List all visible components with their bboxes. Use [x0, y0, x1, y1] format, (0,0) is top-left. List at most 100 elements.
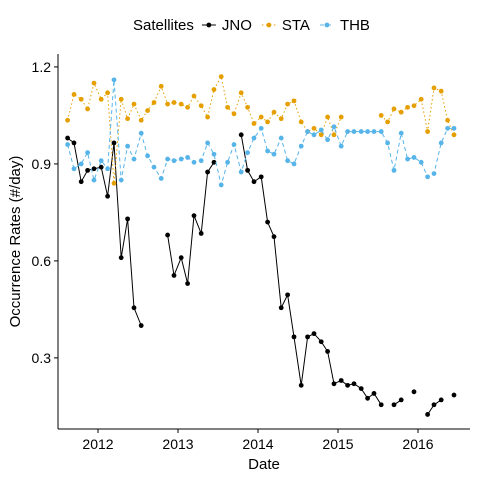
data-point	[131, 305, 137, 311]
data-point	[351, 381, 357, 387]
data-point	[411, 103, 417, 109]
data-point	[358, 129, 364, 134]
data-point	[378, 402, 384, 408]
data-point	[398, 109, 404, 115]
data-point	[211, 87, 217, 92]
data-point	[451, 132, 457, 138]
data-point	[71, 140, 77, 146]
data-point	[245, 150, 251, 155]
data-point	[418, 96, 424, 102]
data-point	[78, 161, 84, 167]
data-point	[158, 176, 164, 181]
data-point	[311, 331, 317, 337]
data-point	[111, 180, 117, 186]
data-point	[318, 339, 324, 345]
data-point	[391, 402, 397, 408]
data-point	[371, 391, 377, 396]
data-point	[438, 88, 444, 94]
data-point	[185, 104, 191, 110]
data-point	[265, 148, 270, 154]
x-tick-label: 2014	[242, 436, 273, 452]
data-point	[325, 137, 330, 143]
data-point	[178, 156, 184, 162]
data-point	[325, 114, 330, 120]
data-point	[291, 334, 297, 340]
data-point	[258, 114, 264, 120]
data-point	[85, 150, 90, 155]
data-point	[85, 167, 90, 173]
data-point	[171, 273, 177, 278]
data-point	[265, 119, 270, 125]
data-point	[285, 101, 290, 107]
data-point	[231, 111, 237, 117]
data-point	[371, 129, 377, 134]
data-point	[105, 193, 110, 199]
data-point	[438, 397, 444, 403]
data-point	[258, 125, 264, 131]
data-point	[298, 119, 304, 125]
data-point	[198, 103, 204, 109]
data-point	[365, 395, 370, 401]
data-point	[278, 305, 284, 311]
data-point	[385, 119, 390, 125]
data-point	[331, 124, 337, 130]
series-line	[427, 399, 442, 415]
series-jno	[65, 132, 457, 417]
data-point	[271, 151, 277, 157]
data-point	[198, 158, 204, 164]
data-point	[158, 83, 164, 89]
data-point	[378, 113, 384, 118]
data-point	[125, 116, 130, 122]
data-point	[91, 177, 97, 183]
legend-key-point	[324, 22, 330, 28]
data-point	[258, 174, 264, 180]
data-point	[218, 182, 224, 188]
data-point	[191, 159, 197, 165]
data-point	[238, 132, 244, 138]
data-point	[411, 155, 417, 160]
data-point	[118, 96, 124, 102]
data-point	[145, 108, 151, 113]
data-point	[338, 114, 344, 120]
data-point	[118, 255, 124, 261]
data-point	[318, 127, 324, 133]
data-point	[311, 132, 317, 138]
y-tick-label: 1.2	[32, 59, 52, 75]
data-point	[85, 106, 90, 112]
legend-label-jno: JNO	[222, 17, 252, 34]
data-point	[171, 100, 177, 105]
x-tick-label: 2013	[162, 436, 193, 452]
data-point	[171, 158, 177, 164]
data-point	[198, 231, 204, 236]
series-line	[240, 134, 382, 406]
data-point	[91, 80, 97, 86]
data-point	[251, 179, 257, 185]
data-point	[445, 117, 450, 123]
data-point	[145, 153, 151, 159]
data-point	[165, 156, 171, 162]
data-point	[105, 90, 110, 96]
data-point	[98, 96, 104, 102]
data-point	[305, 334, 310, 340]
data-point	[111, 140, 117, 146]
data-point	[271, 234, 277, 240]
legend-label-sta: STA	[282, 17, 310, 34]
legend-key-point	[206, 22, 212, 28]
data-point	[338, 143, 344, 149]
data-point	[291, 161, 297, 167]
data-point	[431, 402, 437, 408]
data-point	[178, 101, 184, 107]
data-point	[305, 129, 310, 134]
data-point	[111, 77, 117, 83]
data-point	[138, 130, 144, 136]
series-sta	[65, 74, 457, 186]
series-layer	[65, 74, 457, 417]
data-point	[338, 378, 344, 383]
data-point	[351, 129, 357, 134]
y-axis-title: Occurrence Rates (#/day)	[7, 156, 24, 328]
series-line	[380, 87, 455, 136]
data-point	[425, 412, 430, 417]
data-point	[191, 93, 197, 99]
data-point	[251, 121, 257, 126]
data-point	[205, 114, 211, 120]
